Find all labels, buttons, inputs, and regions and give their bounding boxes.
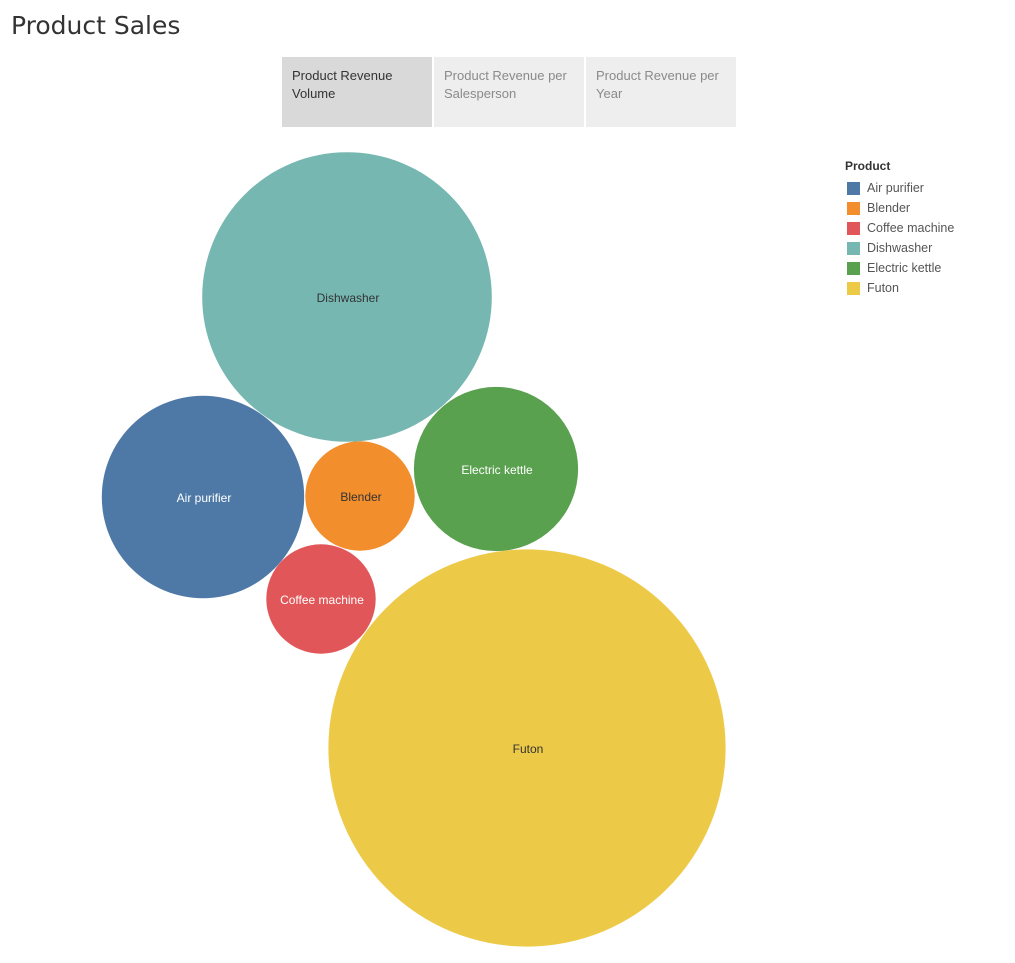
legend-swatch [847, 181, 860, 195]
bubble-futon[interactable] [328, 549, 726, 947]
legend-item-label: Air purifier [867, 181, 924, 195]
legend-item-coffee-machine[interactable]: Coffee machine [845, 218, 1010, 238]
legend-item-dishwasher[interactable]: Dishwasher [845, 238, 1010, 258]
bubble-blender[interactable] [305, 441, 415, 551]
legend-item-futon[interactable]: Futon [845, 278, 1010, 298]
legend-item-blender[interactable]: Blender [845, 198, 1010, 218]
bubble-label-dishwasher: Dishwasher [317, 291, 380, 305]
legend-swatch [847, 221, 860, 235]
legend-swatch [847, 201, 860, 215]
legend-title: Product [845, 159, 891, 173]
legend-swatch [847, 261, 860, 275]
legend-item-label: Futon [867, 281, 899, 295]
bubble-air-purifier[interactable] [101, 395, 305, 599]
bubble-label-electric-kettle: Electric kettle [461, 463, 533, 477]
legend-item-label: Electric kettle [867, 261, 942, 275]
tab-product-revenue-per-salesperson[interactable]: Product Revenue per Salesperson [434, 57, 584, 127]
bubble-coffee-machine[interactable] [266, 544, 376, 654]
legend-item-label: Dishwasher [867, 241, 933, 255]
legend-item-electric-kettle[interactable]: Electric kettle [845, 258, 1010, 278]
bubble-dishwasher[interactable] [202, 152, 492, 442]
legend-swatch [847, 241, 860, 255]
legend-item-label: Coffee machine [867, 221, 955, 235]
legend: Product Air purifier Blender Coffee mach… [845, 158, 1010, 298]
legend-item-label: Blender [867, 201, 911, 215]
bubble-label-air-purifier: Air purifier [177, 491, 232, 505]
bubble-electric-kettle[interactable] [413, 386, 579, 552]
bubble-label-coffee-machine: Coffee machine [280, 593, 364, 607]
bubble-label-blender: Blender [340, 490, 381, 504]
legend-swatch [847, 281, 860, 295]
tab-product-revenue-volume[interactable]: Product Revenue Volume [282, 57, 432, 127]
bubble-label-futon: Futon [513, 742, 544, 756]
page-title: Product Sales [11, 11, 181, 40]
tab-product-revenue-per-year[interactable]: Product Revenue per Year [586, 57, 736, 127]
legend-item-air-purifier[interactable]: Air purifier [845, 178, 1010, 198]
